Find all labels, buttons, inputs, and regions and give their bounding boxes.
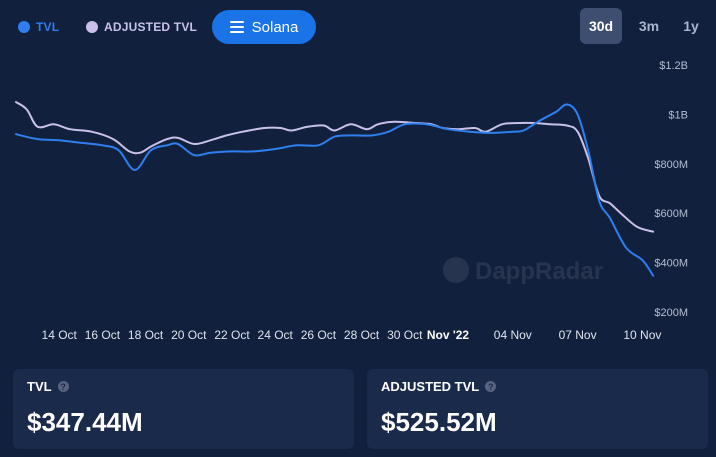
x-axis: 14 Oct 16 Oct 18 Oct 20 Oct 22 Oct 24 Oct 26 O… (42, 328, 662, 342)
info-icon[interactable]: ? (485, 381, 497, 392)
x-tick-label: 28 Oct (344, 328, 380, 342)
tvl-card-label: TVL ? (27, 379, 69, 394)
tvl-series-line (15, 103, 655, 277)
tvl-legend-dot-icon (18, 21, 30, 33)
chain-select-label: Solana (251, 18, 299, 36)
legend-tvl-label: TVL (36, 20, 60, 34)
adjusted-tvl-legend-dot-icon (86, 21, 98, 33)
tvl-card-title: TVL (27, 379, 52, 394)
dappradar-watermark: DappRadar (443, 257, 603, 285)
y-tick-label: $800M (654, 159, 688, 171)
adjusted-tvl-card: ADJUSTED TVL ? $525.52M (367, 369, 708, 449)
dappradar-logo-icon (443, 257, 469, 283)
adjusted-tvl-series-line (15, 101, 655, 233)
range-30d-button[interactable]: 30d (580, 8, 622, 44)
solana-icon (229, 21, 244, 33)
x-tick-label: 24 Oct (258, 328, 294, 342)
x-tick-label: 22 Oct (214, 328, 250, 342)
x-tick-label: 10 Nov (623, 328, 661, 342)
x-tick-label: 20 Oct (171, 328, 207, 342)
y-tick-label: $1B (668, 109, 688, 121)
y-tick-label: $200M (654, 307, 688, 319)
y-tick-label: $400M (654, 258, 688, 270)
y-tick-label: $1.2B (659, 60, 688, 72)
legend-adjusted-tvl[interactable]: ADJUSTED TVL (86, 20, 197, 34)
adjusted-tvl-card-value: $525.52M (381, 407, 497, 437)
series-layer (15, 101, 655, 277)
legend-tvl[interactable]: TVL (18, 20, 59, 34)
range-3m-button[interactable]: 3m (638, 18, 660, 34)
x-tick-label: Nov '22 (427, 328, 470, 342)
chain-select-button[interactable]: Solana (212, 10, 316, 44)
tvl-card: TVL ? $347.44M (13, 369, 354, 449)
x-tick-label: 14 Oct (42, 328, 78, 342)
chart-toolbar: TVL ADJUSTED TVL Solana 30d 3m 1y (0, 0, 716, 56)
tvl-line-chart[interactable]: DappRadar $200M $400M $600M $800M $1B $1.2B 1… (0, 52, 716, 352)
tvl-card-value: $347.44M (27, 407, 143, 437)
x-tick-label: 16 Oct (85, 328, 121, 342)
info-icon[interactable]: ? (57, 381, 69, 392)
adjusted-tvl-card-title: ADJUSTED TVL (381, 379, 480, 394)
range-1y-button[interactable]: 1y (683, 18, 699, 34)
y-axis: $200M $400M $600M $800M $1B $1.2B (654, 60, 688, 319)
adjusted-tvl-card-label: ADJUSTED TVL ? (381, 379, 497, 394)
x-tick-label: 26 Oct (301, 328, 337, 342)
y-tick-label: $600M (654, 208, 688, 220)
watermark-text: DappRadar (475, 258, 603, 285)
x-tick-label: 30 Oct (387, 328, 423, 342)
x-tick-label: 04 Nov (494, 328, 532, 342)
x-tick-label: 18 Oct (128, 328, 164, 342)
legend-adjusted-tvl-label: ADJUSTED TVL (104, 20, 198, 34)
x-tick-label: 07 Nov (559, 328, 597, 342)
